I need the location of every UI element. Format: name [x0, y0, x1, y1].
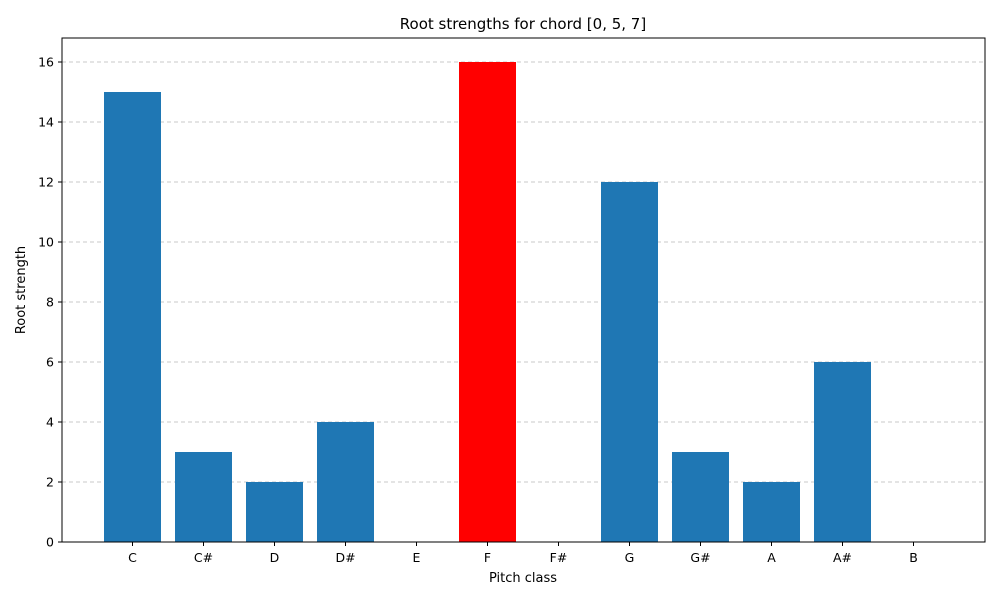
bar-d	[246, 482, 303, 542]
y-axis-label: Root strength	[14, 246, 29, 334]
x-tick-label: F	[484, 550, 491, 565]
bar-g-sharp	[672, 452, 729, 542]
bar-c	[104, 92, 161, 542]
x-tick-label: B	[909, 550, 918, 565]
y-tick-label: 0	[46, 535, 54, 550]
bar-d-sharp	[317, 422, 374, 542]
y-tick-label: 10	[38, 235, 54, 250]
x-tick-label: D#	[335, 550, 355, 565]
y-tick-label: 12	[38, 175, 54, 190]
axes	[58, 37, 986, 546]
y-tick-label: 16	[38, 55, 54, 70]
x-tick-label: A#	[833, 550, 852, 565]
bars	[104, 62, 871, 542]
bar-a-sharp	[814, 362, 871, 542]
x-tick-label: A	[767, 550, 776, 565]
x-tick-label: C#	[194, 550, 213, 565]
y-tick-label: 14	[38, 115, 54, 130]
y-tick-label: 6	[46, 355, 54, 370]
plot-frame	[61, 37, 986, 543]
y-tick-label: 4	[46, 415, 54, 430]
x-tick-label: F#	[550, 550, 568, 565]
bar-f	[459, 62, 516, 542]
x-tick-label: D	[270, 550, 280, 565]
chart-title: Root strengths for chord [0, 5, 7]	[400, 15, 646, 33]
y-tick-label: 8	[46, 295, 54, 310]
bar-c-sharp	[175, 452, 232, 542]
bar-a	[743, 482, 800, 542]
x-tick-label: E	[413, 550, 421, 565]
x-tick-label: C	[128, 550, 137, 565]
x-axis-label: Pitch class	[489, 571, 557, 586]
tick-labels: 0 2 4 6 8 10 12 14 16 C C# D D# E F F# G G# A A# B	[38, 55, 918, 566]
x-tick-label: G	[625, 550, 635, 565]
bar-g	[601, 182, 658, 542]
y-tick-label: 2	[46, 475, 54, 490]
x-tick-label: G#	[690, 550, 710, 565]
